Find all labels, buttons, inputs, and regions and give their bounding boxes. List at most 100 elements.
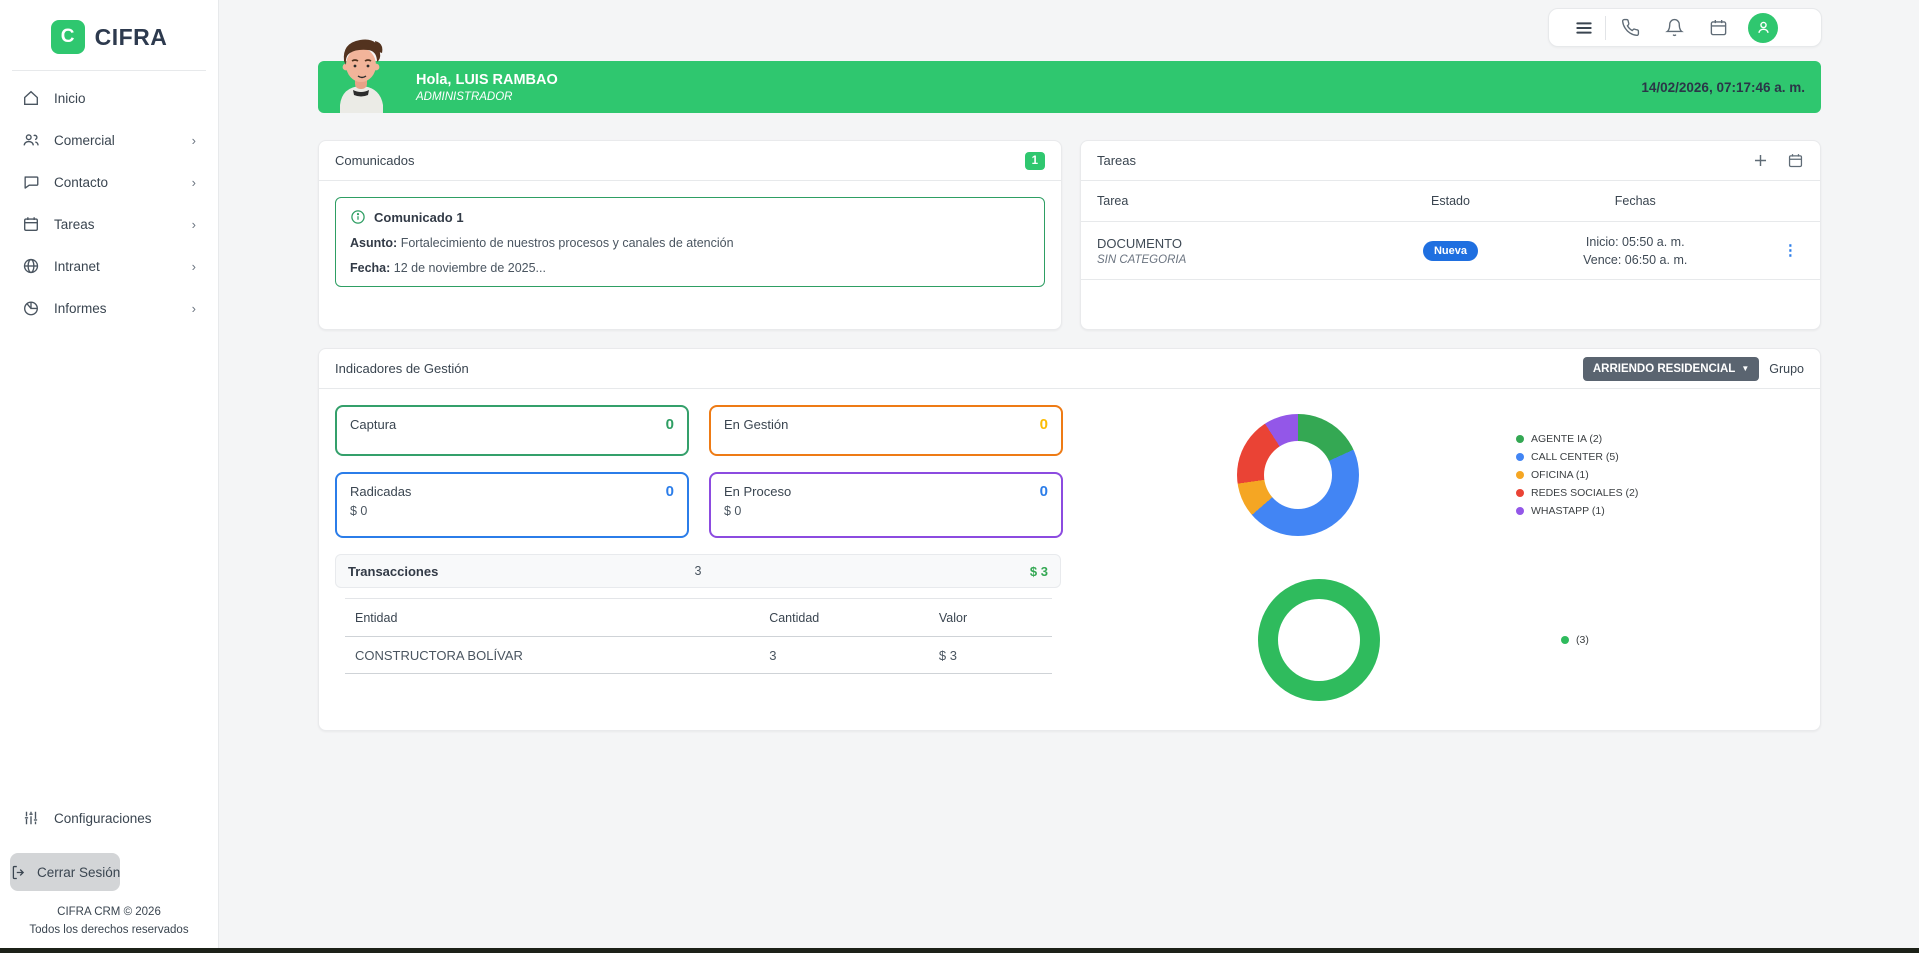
comunicado-title: Comunicado 1 bbox=[374, 209, 464, 225]
metric-label: En Proceso bbox=[724, 484, 792, 499]
menu-icon[interactable] bbox=[1565, 18, 1603, 38]
bottom-strip bbox=[0, 948, 1919, 953]
topbar bbox=[1548, 8, 1822, 47]
globe-icon bbox=[23, 258, 39, 274]
transacciones-count: 3 bbox=[694, 564, 702, 578]
column-cantidad: Cantidad bbox=[769, 610, 820, 625]
tareas-title: Tareas bbox=[1097, 153, 1137, 168]
greeting-block: Hola, LUIS RAMBAO ADMINISTRADOR bbox=[416, 72, 558, 103]
comunicados-header: Comunicados 1 bbox=[319, 141, 1061, 181]
user-avatar-icon[interactable] bbox=[1748, 12, 1778, 43]
metric-card-radicadas: Radicadas 0 $ 0 bbox=[335, 472, 689, 538]
logout-button[interactable]: Cerrar Sesión bbox=[10, 853, 121, 891]
group-filter-dropdown[interactable]: ARRIENDO RESIDENCIAL ▼ bbox=[1582, 356, 1760, 381]
comunicados-count-badge: 1 bbox=[1024, 151, 1045, 170]
tareas-table-header: Tarea Estado Fechas bbox=[1081, 181, 1820, 222]
phone-icon[interactable] bbox=[1608, 18, 1652, 37]
home-icon bbox=[24, 90, 38, 105]
calendar-icon[interactable] bbox=[1696, 18, 1740, 37]
legend-dot bbox=[1516, 489, 1524, 497]
transacciones-summary-bar: Transacciones 3 $ 3 bbox=[335, 554, 1061, 588]
sidebar-item-tareas[interactable]: Tareas › bbox=[0, 203, 218, 245]
metric-label: Captura bbox=[350, 417, 397, 432]
chat-icon bbox=[24, 176, 39, 189]
sidebar-nav: Inicio Comercial › Contacto › Tareas › I… bbox=[0, 77, 218, 329]
transacciones-label: Transacciones bbox=[348, 563, 439, 579]
metric-value: 0 bbox=[1039, 416, 1048, 433]
indicadores-header: Indicadores de Gestión ARRIENDO RESIDENC… bbox=[319, 349, 1820, 389]
comunicado-item[interactable]: Comunicado 1 Asunto: Fortalecimiento de … bbox=[335, 197, 1045, 287]
pie-chart-icon bbox=[24, 301, 38, 316]
entities-legend: (3) bbox=[1561, 631, 1589, 649]
metric-card-captura: Captura 0 bbox=[335, 405, 689, 456]
greeting-banner: Hola, LUIS RAMBAO ADMINISTRADOR 14/02/20… bbox=[318, 39, 1821, 113]
channels-donut-chart bbox=[1237, 414, 1359, 536]
sidebar-item-configuraciones[interactable]: Configuraciones bbox=[0, 797, 218, 839]
legend-dot bbox=[1516, 471, 1524, 479]
comunicados-card: Comunicados 1 Comunicado 1 Asunto: Forta… bbox=[318, 140, 1062, 330]
status-badge: Nueva bbox=[1422, 240, 1478, 261]
legend-item: OFICINA (1) bbox=[1516, 466, 1638, 484]
chevron-right-icon: › bbox=[191, 174, 196, 190]
entidades-table: Entidad Cantidad Valor CONSTRUCTORA BOLÍ… bbox=[345, 598, 1052, 674]
caret-down-icon: ▼ bbox=[1741, 364, 1750, 373]
top-cards-row: Comunicados 1 Comunicado 1 Asunto: Forta… bbox=[318, 140, 1821, 330]
legend-item: CALL CENTER (5) bbox=[1516, 448, 1638, 466]
legend-dot bbox=[1516, 507, 1524, 515]
sidebar-item-intranet[interactable]: Intranet › bbox=[0, 245, 218, 287]
copyright-line-2: Todos los derechos reservados bbox=[29, 924, 189, 936]
metric-value: 0 bbox=[665, 483, 674, 500]
column-estado: Estado bbox=[1431, 194, 1470, 208]
tareas-card: Tareas Tarea Estado Fechas bbox=[1080, 140, 1821, 330]
indicadores-left-column: Captura 0 En Gestión 0 R bbox=[319, 389, 1063, 701]
chevron-right-icon: › bbox=[191, 132, 196, 148]
add-task-icon[interactable] bbox=[1752, 152, 1769, 169]
topbar-divider bbox=[1605, 15, 1606, 40]
kebab-menu-icon[interactable]: ⋮ bbox=[1782, 241, 1798, 259]
brand-name: CIFRA bbox=[94, 23, 168, 50]
tarea-name: DOCUMENTO bbox=[1097, 235, 1182, 251]
entidad-row: CONSTRUCTORA BOLÍVAR 3 $ 3 bbox=[345, 637, 1052, 674]
legend-item: WHASTAPP (1) bbox=[1516, 502, 1638, 520]
users-icon bbox=[23, 134, 39, 146]
tarea-due: Vence: 06:50 a. m. bbox=[1583, 252, 1688, 267]
indicadores-right-column: AGENTE IA (2) CALL CENTER (5) OFICINA (1… bbox=[1063, 389, 1820, 701]
sidebar-item-inicio[interactable]: Inicio bbox=[0, 77, 218, 119]
sidebar-item-comercial[interactable]: Comercial › bbox=[0, 119, 218, 161]
column-entidad: Entidad bbox=[355, 610, 398, 625]
metric-amount: $ 0 bbox=[724, 504, 742, 518]
indicadores-body: Captura 0 En Gestión 0 R bbox=[319, 389, 1820, 701]
sidebar-item-informes[interactable]: Informes › bbox=[0, 287, 218, 329]
copyright: CIFRA CRM © 2026 Todos los derechos rese… bbox=[0, 903, 218, 939]
task-calendar-icon[interactable] bbox=[1787, 152, 1804, 169]
sidebar: C CIFRA Inicio Comercial › Contacto › Ta… bbox=[0, 0, 219, 953]
chevron-right-icon: › bbox=[191, 300, 196, 316]
tarea-start: Inicio: 05:50 a. m. bbox=[1585, 234, 1685, 249]
transacciones-total: $ 3 bbox=[1029, 563, 1048, 579]
sidebar-divider bbox=[12, 70, 206, 71]
sidebar-item-contacto[interactable]: Contacto › bbox=[0, 161, 218, 203]
brand-logo: C CIFRA bbox=[0, 0, 218, 54]
tarea-category: SIN CATEGORIA bbox=[1097, 253, 1187, 266]
metric-card-en-gestion: En Gestión 0 bbox=[709, 405, 1063, 456]
comunicado-subject: Asunto: Fortalecimiento de nuestros proc… bbox=[350, 236, 734, 250]
metric-amount: $ 0 bbox=[350, 504, 368, 518]
metric-value: 0 bbox=[1039, 483, 1048, 500]
channels-donut-row: AGENTE IA (2) CALL CENTER (5) OFICINA (1… bbox=[1063, 414, 1820, 536]
current-datetime: 14/02/2026, 07:17:46 a. m. bbox=[1641, 79, 1805, 95]
chevron-right-icon: › bbox=[191, 216, 196, 232]
metric-grid: Captura 0 En Gestión 0 R bbox=[335, 405, 1063, 538]
metric-label: Radicadas bbox=[350, 484, 412, 499]
greeting-name: Hola, LUIS RAMBAO bbox=[416, 71, 558, 88]
bell-icon[interactable] bbox=[1652, 18, 1696, 37]
logout-icon bbox=[12, 865, 25, 879]
copyright-line-1: CIFRA CRM © 2026 bbox=[57, 906, 161, 918]
legend-dot bbox=[1516, 435, 1524, 443]
metric-value: 0 bbox=[665, 416, 674, 433]
column-valor: Valor bbox=[938, 610, 968, 625]
metric-card-en-proceso: En Proceso 0 $ 0 bbox=[709, 472, 1063, 538]
greeting-role: ADMINISTRADOR bbox=[416, 90, 513, 103]
comunicado-date: Fecha: 12 de noviembre de 2025... bbox=[350, 261, 546, 275]
group-filter-label: Grupo bbox=[1769, 361, 1804, 376]
